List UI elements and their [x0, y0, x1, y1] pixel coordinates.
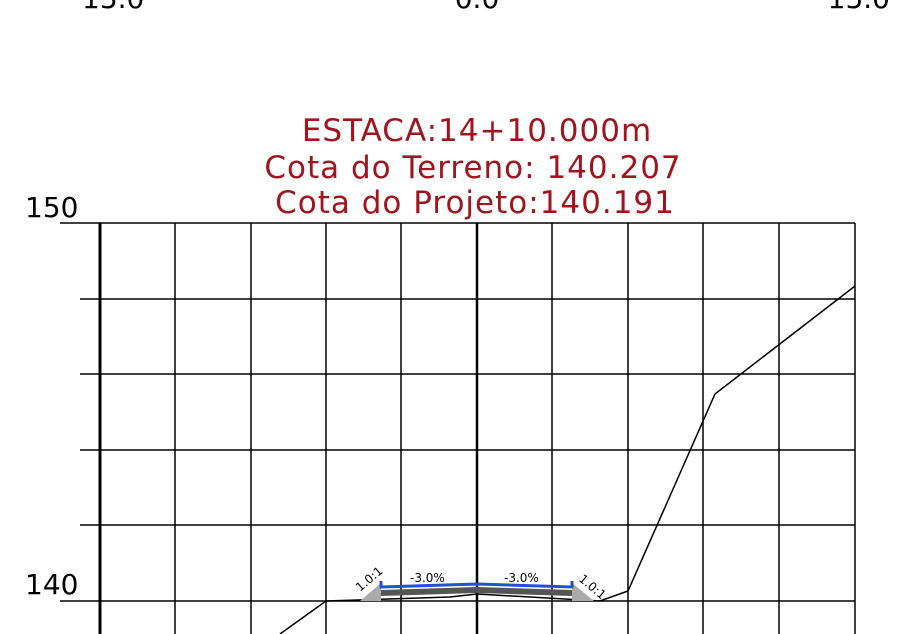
offset-label: 15.0 — [828, 0, 890, 15]
terrain-elevation: Cota do Terreno: 140.207 — [264, 150, 681, 186]
grid — [60, 222, 856, 634]
right-slope — [572, 583, 594, 601]
pavement-layer — [381, 587, 572, 596]
elevation-label: 140 — [25, 568, 78, 601]
project-elevation: Cota do Projeto:140.191 — [275, 185, 675, 221]
slope-label: -3.0% — [504, 571, 539, 585]
slope-label: -3.0% — [410, 571, 445, 585]
terrain-line — [279, 285, 856, 634]
offset-label: 0.0 — [455, 0, 500, 15]
left-slope — [360, 583, 381, 601]
station: ESTACA:14+10.000m — [302, 113, 652, 149]
offset-label: 15.0 — [82, 0, 144, 15]
road-surface — [379, 581, 574, 589]
elevation-label: 150 — [25, 191, 78, 224]
